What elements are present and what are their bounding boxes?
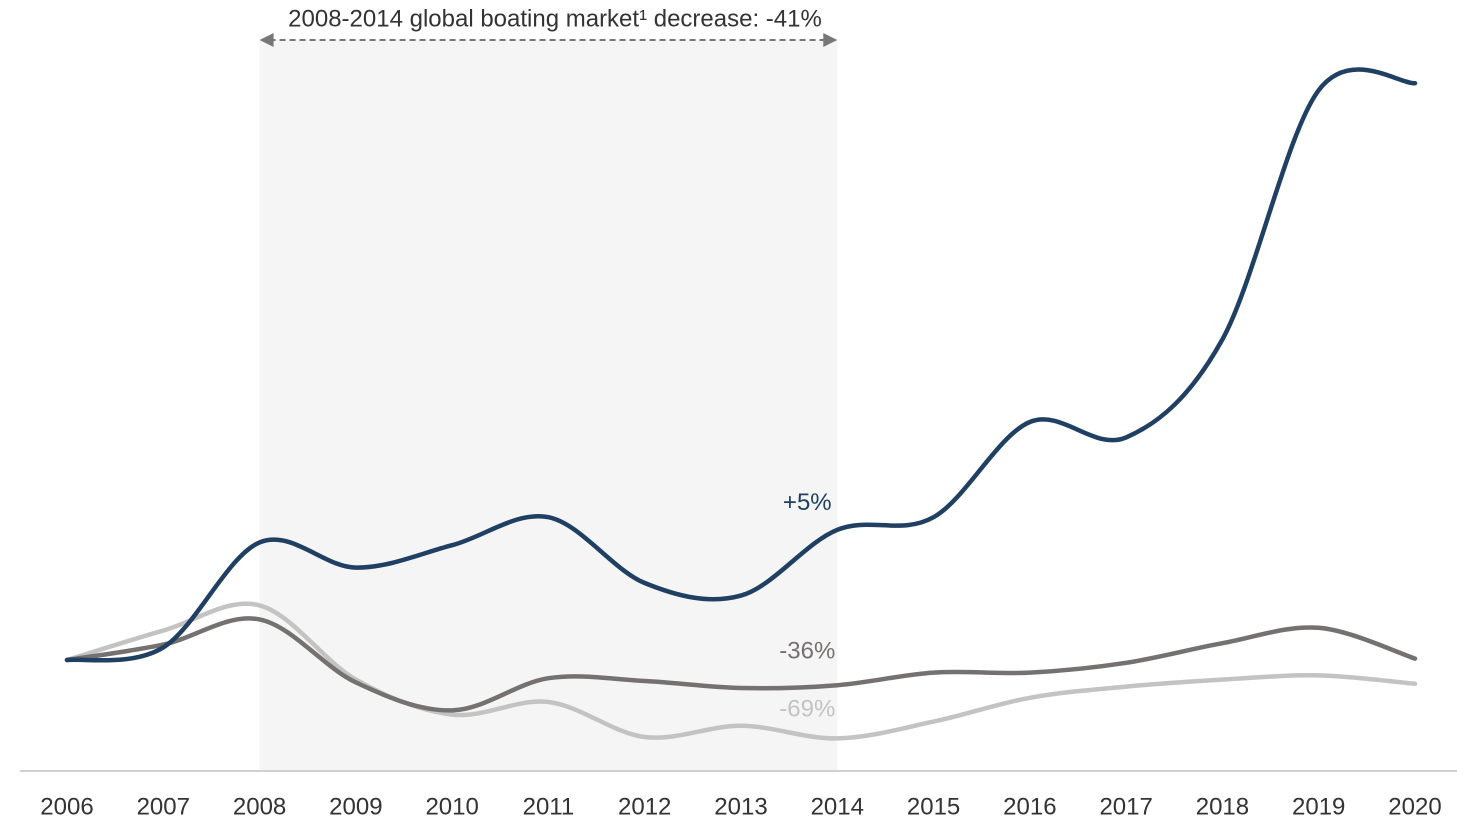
x-tick-label: 2019 — [1292, 793, 1345, 820]
x-tick-label: 2017 — [1099, 793, 1152, 820]
x-tick-label: 2020 — [1388, 793, 1441, 820]
x-tick-label: 2016 — [1003, 793, 1056, 820]
x-tick-label: 2018 — [1196, 793, 1249, 820]
x-tick-label: 2009 — [329, 793, 382, 820]
x-tick-label: 2013 — [714, 793, 767, 820]
x-tick-label: 2014 — [811, 793, 864, 820]
x-tick-label: 2008 — [233, 793, 286, 820]
x-tick-label: 2015 — [907, 793, 960, 820]
arrow-head — [823, 33, 838, 47]
line — [64, 616, 1418, 713]
series-label: -36% — [779, 638, 835, 665]
x-tick-label: 2007 — [137, 793, 190, 820]
x-tick-label: 2011 — [523, 793, 575, 820]
series-label: -69% — [779, 696, 835, 723]
series-label: +5% — [783, 489, 832, 516]
highlight-band — [259, 40, 838, 770]
line — [64, 601, 1418, 741]
x-tick-label: 2010 — [425, 793, 478, 820]
annotation: 2008-2014 global boating market¹ decreas… — [288, 5, 822, 32]
arrow-head — [259, 33, 274, 47]
line — [64, 67, 1418, 663]
x-tick-label: 2012 — [618, 793, 671, 820]
x-tick-label: 2006 — [40, 793, 93, 820]
